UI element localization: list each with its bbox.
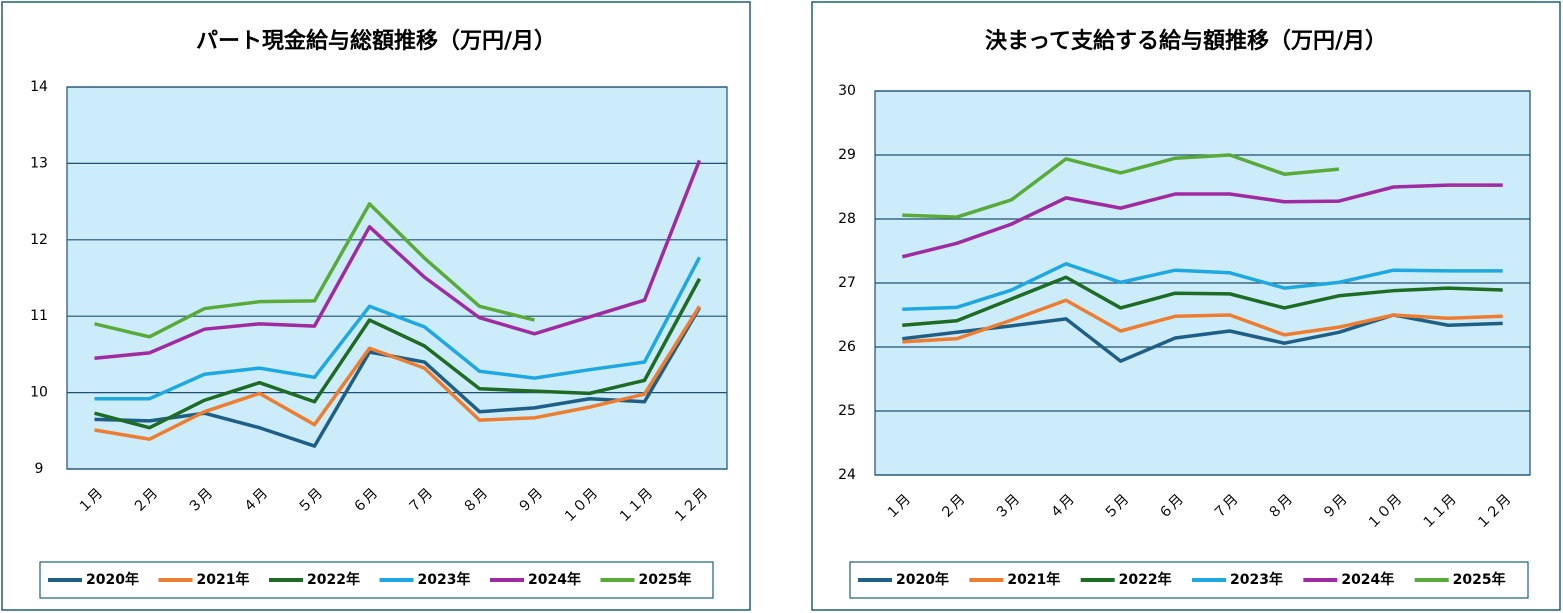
- y-tick-label: 29: [838, 147, 856, 163]
- chart-title: パート現金給与総額推移（万円/月）: [196, 28, 556, 54]
- plot-area: [66, 86, 728, 470]
- y-tick-label: 30: [838, 83, 856, 99]
- y-tick-label: 24: [838, 467, 856, 483]
- series-line: [94, 305, 701, 441]
- series-line: [94, 202, 535, 339]
- series-line: [902, 275, 1503, 327]
- legend-label: 2023年: [1230, 571, 1283, 588]
- series-line: [902, 298, 1503, 344]
- y-tick-label: 12: [30, 232, 48, 248]
- legend-label: 2023年: [418, 571, 471, 588]
- y-tick-label: 14: [30, 79, 48, 95]
- y-tick-label: 10: [30, 385, 48, 401]
- legend-label: 2024年: [1341, 571, 1394, 588]
- y-tick-label: 28: [838, 211, 856, 227]
- series-line: [94, 159, 702, 360]
- series-line: [901, 183, 1503, 259]
- legend-label: 2022年: [1119, 571, 1172, 588]
- y-tick-label: 13: [30, 155, 48, 171]
- legend-label: 2020年: [86, 571, 139, 588]
- series-line: [902, 153, 1340, 219]
- y-tick-label: 26: [838, 339, 856, 355]
- y-tick-label: 9: [35, 461, 44, 477]
- legend-label: 2024年: [528, 571, 581, 588]
- legend-label: 2020年: [896, 571, 949, 588]
- legend-label: 2021年: [1007, 571, 1060, 588]
- chart-title: 決まって支給する給与額推移（万円/月）: [985, 28, 1387, 54]
- legend-label: 2022年: [307, 571, 360, 588]
- y-tick-label: 11: [30, 308, 48, 324]
- series-line: [94, 277, 702, 430]
- series-line: [902, 262, 1503, 311]
- legend-label: 2021年: [197, 571, 250, 588]
- legend-label: 2025年: [1453, 571, 1506, 588]
- series-line: [94, 256, 702, 401]
- y-tick-label: 25: [838, 403, 856, 419]
- legend-label: 2025年: [639, 571, 692, 588]
- y-tick-label: 27: [838, 275, 856, 291]
